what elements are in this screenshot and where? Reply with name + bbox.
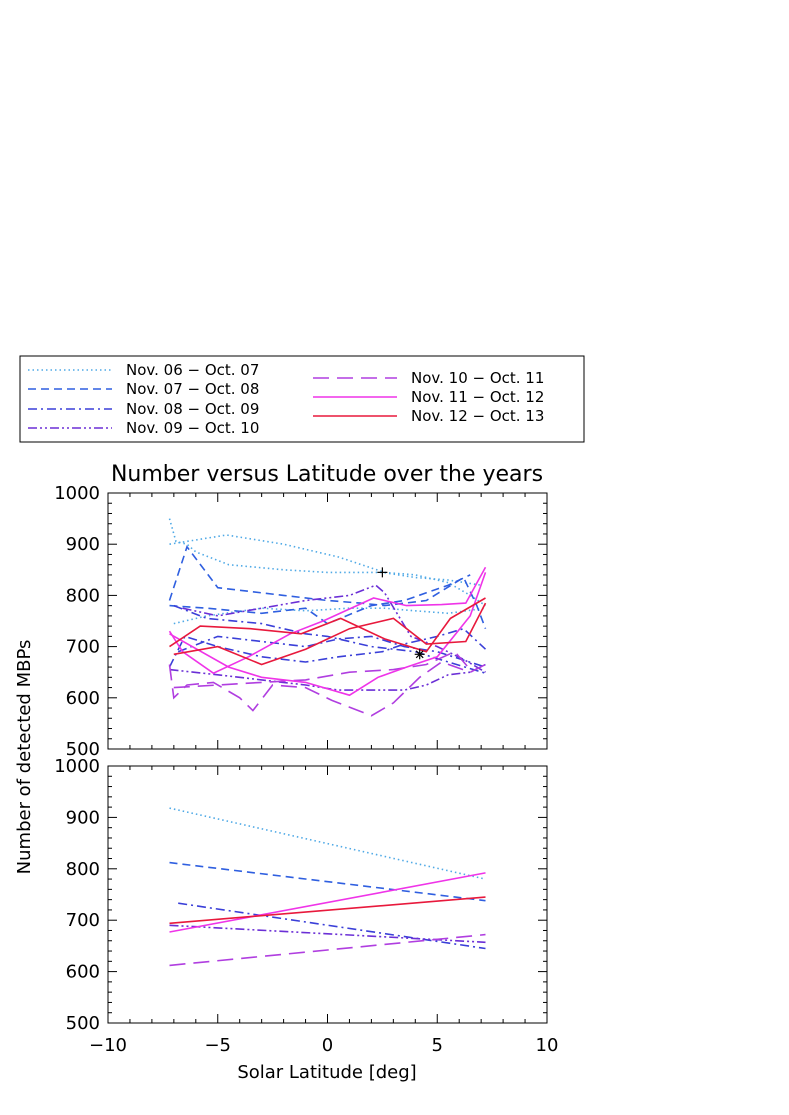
chart-title: Number versus Latitude over the years: [111, 462, 543, 487]
plot-frame: [107, 765, 548, 1024]
series-line: [169, 663, 486, 691]
y-tick-label: 500: [66, 739, 100, 760]
x-tick-label: 5: [432, 1035, 443, 1056]
series-line: [168, 661, 486, 717]
y-tick-label: 500: [66, 1013, 100, 1034]
series-line: [169, 872, 486, 933]
y-tick-label: 600: [66, 962, 100, 983]
series-line: [169, 896, 486, 925]
series-line: [169, 534, 486, 607]
y-tick-label: 700: [66, 910, 100, 931]
series-line: [169, 572, 487, 697]
legend-label: Nov. 08 − Oct. 09: [126, 400, 259, 418]
plot-panel-raw: 500 600 700 800 900 1000: [54, 483, 548, 760]
legend-label: Nov. 09 − Oct. 10: [126, 419, 259, 437]
series-line: [168, 566, 487, 675]
series-line: [173, 604, 486, 674]
legend-entry: Nov. 12 − Oct. 13: [313, 407, 544, 425]
series-line: [173, 602, 487, 666]
y-tick-label: 1000: [54, 756, 100, 777]
series-line: [182, 584, 486, 673]
legend-entry: Nov. 06 − Oct. 07: [28, 361, 259, 379]
series-line: [169, 861, 486, 902]
legend-entry: Nov. 11 − Oct. 12: [313, 388, 544, 406]
legend-entry: Nov. 09 − Oct. 10: [28, 419, 259, 437]
series-line: [173, 607, 486, 625]
legend-label: Nov. 11 − Oct. 12: [411, 388, 544, 406]
legend-label: Nov. 06 − Oct. 07: [126, 361, 259, 379]
legend-entry: Nov. 07 − Oct. 08: [28, 380, 259, 398]
y-tick-label: 900: [66, 534, 100, 555]
series-line: [177, 635, 486, 668]
series-line: [169, 597, 486, 653]
y-axis-label: Number of detected MBPs: [14, 640, 35, 875]
series-line: [168, 545, 487, 629]
legend-label: Nov. 12 − Oct. 13: [411, 407, 544, 425]
y-tick-label: 1000: [54, 483, 100, 504]
series-line: [173, 650, 474, 689]
x-tick-label: 0: [322, 1035, 333, 1056]
legend-label: Nov. 07 − Oct. 08: [126, 380, 259, 398]
y-tick-label: 600: [66, 688, 100, 709]
series-line: [169, 924, 486, 944]
y-tick-label: 700: [66, 637, 100, 658]
plot-panel-fit: −10 −5 0 5 10 500 600 700 800 900 1000: [54, 756, 558, 1056]
plus-marker: [377, 567, 388, 578]
legend-entry: Nov. 08 − Oct. 09: [28, 400, 259, 418]
x-tick-label: −10: [89, 1035, 127, 1056]
x-tick-label: 10: [536, 1035, 559, 1056]
y-tick-label: 800: [66, 585, 100, 606]
series-line: [168, 518, 482, 586]
series-line: [178, 902, 486, 950]
y-tick-label: 800: [66, 859, 100, 880]
series-line: [168, 627, 487, 668]
legend-box: [19, 355, 585, 443]
legend-entry: Nov. 10 − Oct. 11: [313, 369, 544, 387]
series-line: [169, 807, 486, 880]
asterisk-marker: [414, 649, 425, 660]
x-tick-label: −5: [204, 1035, 231, 1056]
x-axis-label: Solar Latitude [deg]: [237, 1062, 416, 1083]
legend-label: Nov. 10 − Oct. 11: [411, 369, 544, 387]
series-line: [169, 933, 486, 967]
y-tick-label: 900: [66, 807, 100, 828]
